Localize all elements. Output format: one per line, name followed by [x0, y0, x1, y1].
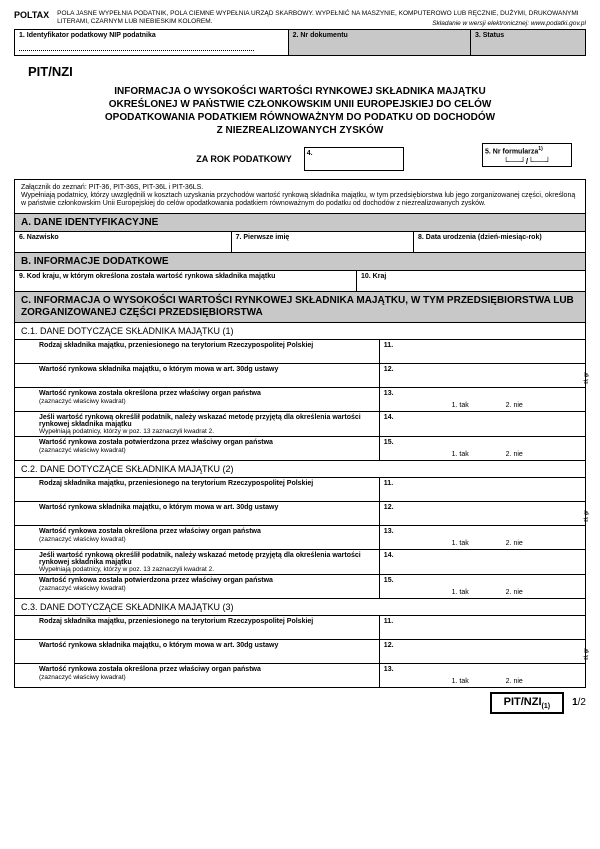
c3-okreslona: Wartość rynkowa została określona przez …	[15, 664, 380, 687]
field-11b[interactable]: 11.	[380, 478, 585, 501]
field-9[interactable]: 9. Kod kraju, w którym określona została…	[15, 271, 357, 291]
field-12b[interactable]: 12.zł, gr	[380, 502, 585, 525]
form-page: POLTAX POLA JASNE WYPEŁNIA PODATNIK, POL…	[0, 0, 600, 724]
footer-code: PIT/NZI(1)	[490, 692, 564, 714]
field-6[interactable]: 6. Nazwisko	[15, 232, 232, 252]
nip-input[interactable]	[19, 43, 254, 51]
c1-wartosc: Wartość rynkowa składnika majątku, o któ…	[15, 364, 380, 387]
field-13c[interactable]: 13.1. tak2. nie	[380, 664, 585, 687]
footer: PIT/NZI(1) 1/2	[14, 692, 586, 714]
row-a: 6. Nazwisko 7. Pierwsze imię 8. Data uro…	[14, 232, 586, 253]
logo: POLTAX	[14, 10, 49, 26]
c2-rodzaj: Rodzaj składnika majątku, przeniesionego…	[15, 478, 380, 501]
c1-potw: Wartość rynkowa została potwierdzona prz…	[15, 437, 380, 460]
section-a: A. DANE IDENTYFIKACYJNE	[14, 214, 586, 232]
field-15[interactable]: 15.1. tak2. nie	[380, 437, 585, 460]
year-row: ZA ROK PODATKOWY 4. 5. Nr formularza1) └…	[14, 147, 586, 171]
field-7[interactable]: 7. Pierwsze imię	[232, 232, 414, 252]
section-c3: C.3. DANE DOTYCZĄCE SKŁADNIKA MAJĄTKU (3…	[14, 599, 586, 616]
section-c2: C.2. DANE DOTYCZĄCE SKŁADNIKA MAJĄTKU (2…	[14, 461, 586, 478]
section-c: C. INFORMACJA O WYSOKOŚCI WARTOŚCI RYNKO…	[14, 292, 586, 323]
field-3: 3. Status	[471, 30, 585, 55]
za-rok-label: ZA ROK PODATKOWY	[196, 154, 292, 164]
c1-jesli: Jeśli wartość rynkową określił podatnik,…	[15, 412, 380, 436]
field-8[interactable]: 8. Data urodzenia (dzień-miesiąc-rok)	[414, 232, 585, 252]
field-14[interactable]: 14.	[380, 412, 585, 436]
row-b: 9. Kod kraju, w którym określona została…	[14, 271, 586, 292]
c2-wartosc: Wartość rynkowa składnika majątku, o któ…	[15, 502, 380, 525]
c1-okreslona: Wartość rynkowa została określona przez …	[15, 388, 380, 411]
section-b: B. INFORMACJE DODATKOWE	[14, 253, 586, 271]
field-11[interactable]: 11.	[380, 340, 585, 363]
field-12c[interactable]: 12.zł, gr	[380, 640, 585, 663]
c1-rodzaj: Rodzaj składnika majątku, przeniesionego…	[15, 340, 380, 363]
field-14b[interactable]: 14.	[380, 550, 585, 574]
field-12[interactable]: 12.zł, gr	[380, 364, 585, 387]
field-13[interactable]: 13.1. tak2. nie	[380, 388, 585, 411]
row-identifiers: 1. Identyfikator podatkowy NIP podatnika…	[14, 29, 586, 56]
form-code: PIT/NZI	[28, 64, 586, 79]
c2-potw: Wartość rynkowa została potwierdzona prz…	[15, 575, 380, 598]
c3-wartosc: Wartość rynkowa składnika majątku, o któ…	[15, 640, 380, 663]
field-4[interactable]: 4.	[304, 147, 404, 171]
field-10[interactable]: 10. Kraj	[357, 271, 585, 291]
field-5[interactable]: 5. Nr formularza1) └──┘/└──┘	[482, 143, 572, 167]
section-c1: C.1. DANE DOTYCZĄCE SKŁADNIKA MAJĄTKU (1…	[14, 323, 586, 340]
c2-jesli: Jeśli wartość rynkową określił podatnik,…	[15, 550, 380, 574]
field-13b[interactable]: 13.1. tak2. nie	[380, 526, 585, 549]
c2-okreslona: Wartość rynkowa została określona przez …	[15, 526, 380, 549]
attachment-note: Załącznik do zeznań: PIT-36, PIT-36S, PI…	[14, 179, 586, 214]
page-number: 1/2	[572, 697, 586, 708]
c3-rodzaj: Rodzaj składnika majątku, przeniesionego…	[15, 616, 380, 639]
field-1: 1. Identyfikator podatkowy NIP podatnika	[15, 30, 289, 55]
field-15b[interactable]: 15.1. tak2. nie	[380, 575, 585, 598]
field-11c[interactable]: 11.	[380, 616, 585, 639]
field-2: 2. Nr dokumentu	[289, 30, 471, 55]
form-title: INFORMACJA O WYSOKOŚCI WARTOŚCI RYNKOWEJ…	[44, 85, 556, 137]
